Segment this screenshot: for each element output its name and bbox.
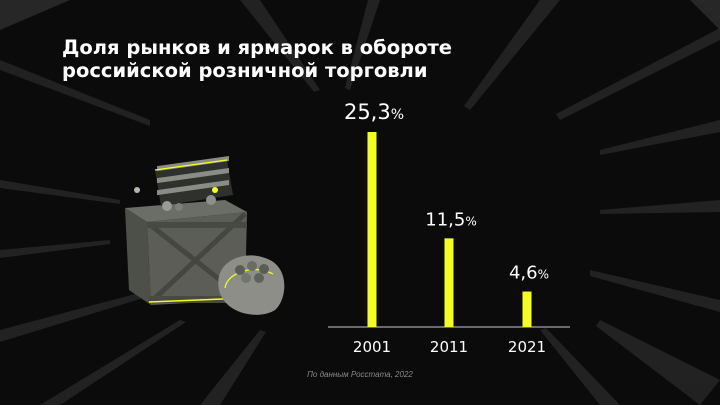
tick-label-2011: 2011 xyxy=(430,338,468,356)
crate-basket-icon xyxy=(134,155,233,211)
tick-label-2021: 2021 xyxy=(508,338,546,356)
bar-2001 xyxy=(367,132,377,327)
bar-2021 xyxy=(522,291,532,327)
source-note: По данным Росстата, 2022 xyxy=(307,370,413,379)
value-label-2011: 11,5% xyxy=(425,209,476,230)
chart-title-line-2: российской розничной торговли xyxy=(62,59,428,82)
chart-title: Доля рынков и ярмарок в обороте российск… xyxy=(62,36,582,82)
value-label-2021: 4,6% xyxy=(509,263,549,284)
value-label-2001: 25,3% xyxy=(344,100,404,124)
tick-label-2001: 2001 xyxy=(353,338,391,356)
bar-2011 xyxy=(444,238,454,327)
potato-sack-icon xyxy=(218,255,285,315)
market-illustration xyxy=(125,155,285,315)
chart-title-line-1: Доля рынков и ярмарок в обороте xyxy=(62,36,453,59)
